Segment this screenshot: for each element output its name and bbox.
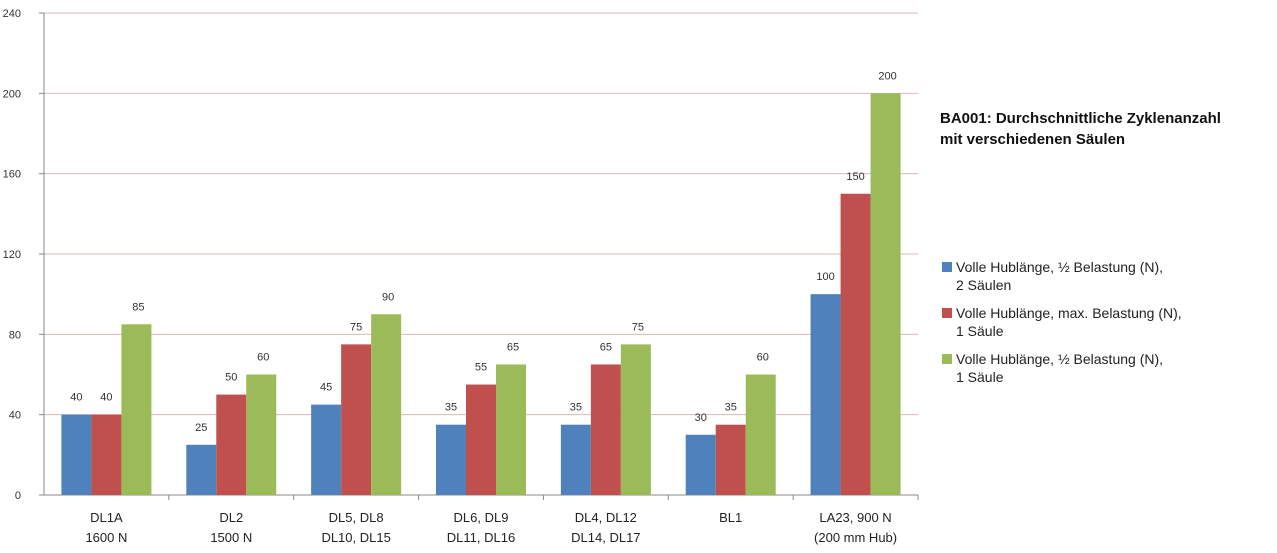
bar — [560, 424, 591, 495]
bar — [186, 444, 217, 495]
chart-title: BA001: Durchschnittliche Zyklenanzahl mi… — [940, 108, 1275, 150]
data-label: 45 — [320, 382, 332, 394]
gridlines — [44, 12, 918, 416]
bar — [715, 424, 746, 495]
y-tick-label: 0 — [15, 490, 21, 502]
category-label: DL4, DL12 — [575, 510, 637, 525]
legend-label-series-2-line-1: Volle Hublänge, max. Belastung (N), — [956, 305, 1182, 321]
bar — [371, 314, 402, 495]
data-label: 65 — [507, 341, 519, 353]
legend: Volle Hublänge, ½ Belastung (N), 2 Säule… — [940, 258, 1275, 396]
legend-swatch-series-1 — [942, 262, 952, 272]
data-label: 100 — [816, 271, 834, 283]
legend-label-series-1-line-2: 2 Säulen — [956, 277, 1012, 293]
data-label: 60 — [757, 352, 769, 364]
legend-item-series-1: Volle Hublänge, ½ Belastung (N), 2 Säule… — [940, 258, 1275, 294]
bar — [61, 414, 92, 495]
bar — [870, 93, 901, 495]
bar — [496, 364, 526, 495]
data-label: 50 — [225, 372, 237, 384]
bar — [745, 374, 776, 495]
category-label: (200 mm Hub) — [814, 530, 897, 545]
bar — [590, 364, 621, 495]
bar — [91, 414, 122, 495]
bar — [216, 394, 247, 495]
data-label: 85 — [132, 301, 144, 313]
category-label: BL1 — [719, 510, 742, 525]
category-label: DL10, DL15 — [321, 530, 390, 545]
data-label: 200 — [878, 70, 896, 82]
legend-label-series-1-line-1: Volle Hublänge, ½ Belastung (N), — [956, 259, 1164, 275]
legend-item-series-3: Volle Hublänge, ½ Belastung (N), 1 Säule — [940, 350, 1275, 386]
y-tick-label: 240 — [3, 8, 21, 20]
y-tick-label: 80 — [9, 329, 21, 341]
data-label: 25 — [195, 422, 207, 434]
bar — [121, 324, 152, 495]
data-label: 65 — [600, 341, 612, 353]
y-tick-label: 200 — [3, 88, 21, 100]
category-label: 1600 N — [85, 530, 127, 545]
legend-label-series-3-line-1: Volle Hublänge, ½ Belastung (N), — [956, 351, 1164, 367]
y-tick-label: 40 — [9, 410, 21, 422]
data-labels: 40 40 85 25 50 60 45 75 90 35 55 65 35 65 75 30 35 60 100 1… — [70, 70, 896, 433]
bar — [246, 374, 277, 495]
data-label: 55 — [475, 362, 487, 374]
data-label: 40 — [70, 392, 82, 404]
bar — [341, 344, 372, 495]
data-label: 150 — [846, 171, 864, 183]
data-label: 90 — [382, 291, 394, 303]
data-label: 40 — [100, 392, 112, 404]
bar — [810, 294, 841, 495]
legend-swatch-series-3 — [942, 354, 952, 364]
chart-title-line-1: BA001: Durchschnittliche Zyklenanzahl — [940, 110, 1221, 127]
bar — [436, 424, 466, 495]
category-label: DL2 — [219, 510, 243, 525]
legend-label-series-2-line-2: 1 Säule — [956, 323, 1004, 339]
category-label: DL1A — [90, 510, 123, 525]
data-label: 60 — [257, 352, 269, 364]
bar — [466, 384, 496, 495]
data-label: 75 — [350, 321, 362, 333]
bar — [685, 434, 716, 495]
category-label: DL14, DL17 — [571, 530, 640, 545]
data-label: 30 — [695, 412, 707, 424]
category-label: DL5, DL8 — [329, 510, 384, 525]
category-label: LA23, 900 N — [819, 510, 891, 525]
bar-chart: 0 40 80 120 160 200 240 40 40 85 25 50 60 45 75 90 35 55… — [3, 8, 919, 545]
category-labels: DL1A 1600 N DL2 1500 N DL5, DL8 DL10, DL15 DL6… — [85, 510, 897, 545]
category-label: DL6, DL9 — [454, 510, 509, 525]
y-tick-label: 120 — [3, 249, 21, 261]
y-tick-label: 160 — [3, 169, 21, 181]
legend-item-series-2: Volle Hublänge, max. Belastung (N), 1 Sä… — [940, 304, 1275, 340]
legend-label-series-3-line-2: 1 Säule — [956, 369, 1004, 385]
legend-swatch-series-2 — [942, 308, 952, 318]
bar — [620, 344, 651, 495]
bar — [840, 193, 871, 495]
data-label: 35 — [570, 402, 582, 414]
bars — [61, 93, 901, 495]
data-label: 35 — [445, 402, 457, 414]
data-label: 75 — [632, 321, 644, 333]
data-label: 35 — [725, 402, 737, 414]
category-label: 1500 N — [210, 530, 252, 545]
bar — [311, 404, 342, 495]
category-label: DL11, DL16 — [447, 530, 515, 545]
chart-title-line-2: mit verschiedenen Säulen — [940, 131, 1126, 148]
